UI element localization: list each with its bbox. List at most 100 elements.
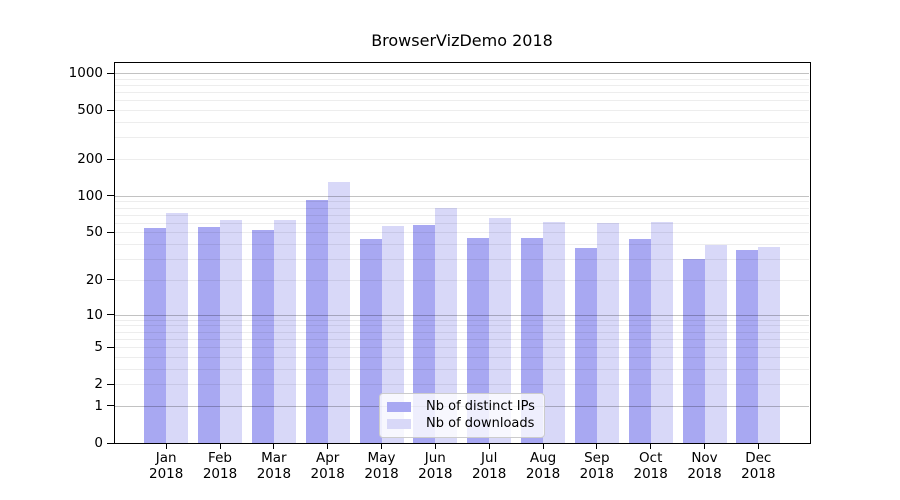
bar-distinct-ips: [682, 259, 705, 443]
legend: Nb of distinct IPs Nb of downloads: [379, 393, 545, 438]
bar-distinct-ips: [736, 249, 759, 443]
y-tick-label: 5: [94, 339, 103, 355]
legend-label-distinct-ips: Nb of distinct IPs: [426, 399, 535, 414]
year-label: 2018: [418, 466, 453, 482]
x-tick-label: Oct 2018: [619, 450, 683, 482]
year-label: 2018: [472, 466, 507, 482]
y-tick-mark: [107, 72, 114, 74]
y-tick-mark: [107, 231, 114, 233]
bar-downloads: [327, 181, 350, 443]
x-tick-label: Feb 2018: [188, 450, 252, 482]
y-tick-mark: [107, 405, 114, 407]
x-tick-mark: [542, 443, 544, 449]
x-tick-label: May 2018: [350, 450, 414, 482]
month-label: Jan: [155, 450, 177, 466]
y-tick-label: 1000: [68, 65, 103, 81]
year-label: 2018: [256, 466, 292, 482]
month-label: Mar: [261, 450, 287, 466]
bar-distinct-ips: [521, 238, 543, 443]
year-label: 2018: [687, 466, 722, 482]
year-label: 2018: [202, 466, 238, 482]
month-label: Aug: [529, 450, 557, 466]
x-tick-label: Nov 2018: [673, 450, 737, 482]
bar-downloads: [381, 225, 404, 443]
x-tick-label: Dec 2018: [726, 450, 790, 482]
bar-downloads: [489, 217, 512, 443]
y-tick-mark: [107, 442, 114, 444]
x-tick-mark: [596, 443, 598, 449]
legend-item-downloads: Nb of downloads: [387, 416, 536, 432]
month-label: Nov: [691, 450, 718, 466]
y-tick-label: 100: [77, 187, 103, 204]
bar-distinct-ips: [628, 239, 651, 443]
year-label: 2018: [525, 466, 561, 482]
x-tick-mark: [488, 443, 490, 449]
month-label: Oct: [639, 450, 663, 466]
x-tick-mark: [757, 443, 759, 449]
year-label: 2018: [633, 466, 668, 482]
month-label: Dec: [745, 450, 772, 466]
y-tick-label: 200: [77, 151, 103, 167]
x-tick-mark: [381, 443, 382, 449]
month-label: Jul: [481, 450, 498, 466]
bar-downloads: [273, 220, 296, 443]
legend-item-distinct-ips: Nb of distinct IPs: [387, 399, 536, 415]
year-label: 2018: [364, 466, 399, 482]
legend-swatch-downloads: [387, 419, 411, 429]
x-tick-mark: [434, 443, 436, 449]
chart-title: BrowserVizDemo 2018: [371, 31, 553, 50]
x-tick-mark: [219, 443, 221, 449]
year-label: 2018: [310, 466, 345, 482]
bar-downloads: [435, 208, 458, 443]
bar-distinct-ips: [305, 199, 328, 443]
x-tick-label: Jan 2018: [134, 450, 198, 482]
y-tick-label: 10: [85, 306, 103, 323]
bar-downloads: [704, 245, 727, 443]
y-tick-mark: [107, 195, 114, 197]
y-tick-mark: [107, 314, 114, 316]
bar-distinct-ips: [251, 230, 274, 443]
x-tick-label: Mar 2018: [242, 450, 306, 482]
y-tick-label: 20: [85, 271, 103, 288]
year-label: 2018: [149, 466, 184, 482]
bar-downloads: [543, 222, 565, 443]
y-tick-mark: [107, 383, 114, 385]
bar-distinct-ips: [467, 238, 490, 443]
year-label: 2018: [741, 466, 776, 482]
bar-downloads: [166, 213, 189, 443]
y-tick-label: 50: [85, 224, 103, 241]
x-tick-mark: [327, 443, 329, 449]
bar-downloads: [758, 246, 781, 443]
legend-swatch-distinct-ips: [387, 402, 411, 412]
year-label: 2018: [579, 466, 614, 482]
y-tick-label: 0: [94, 435, 103, 451]
y-tick-label: 500: [77, 102, 103, 119]
x-tick-label: Sep 2018: [565, 450, 629, 482]
month-label: Feb: [208, 450, 232, 466]
x-tick-label: Jul 2018: [457, 450, 521, 482]
x-tick-label: Jun 2018: [403, 450, 467, 482]
bar-distinct-ips: [198, 227, 220, 443]
x-tick-label: Aug 2018: [511, 450, 575, 482]
bar-distinct-ips: [574, 248, 597, 443]
x-tick-mark: [704, 443, 705, 449]
bar-distinct-ips: [144, 228, 167, 443]
bar-downloads: [220, 220, 242, 443]
y-tick-label: 1: [94, 397, 103, 414]
month-label: May: [367, 450, 396, 466]
x-tick-label: Apr 2018: [296, 450, 360, 482]
x-tick-mark: [165, 443, 167, 449]
legend-label-downloads: Nb of downloads: [426, 416, 535, 431]
y-tick-mark: [107, 279, 114, 281]
bar-distinct-ips: [413, 224, 436, 443]
month-label: Sep: [584, 450, 610, 466]
bar-downloads: [650, 222, 673, 443]
month-label: Apr: [316, 450, 340, 466]
y-tick-mark: [107, 109, 114, 111]
y-tick-mark: [107, 158, 114, 160]
y-tick-mark: [107, 346, 114, 348]
bar-distinct-ips: [359, 239, 382, 443]
x-tick-mark: [273, 443, 275, 449]
x-tick-mark: [650, 443, 652, 449]
